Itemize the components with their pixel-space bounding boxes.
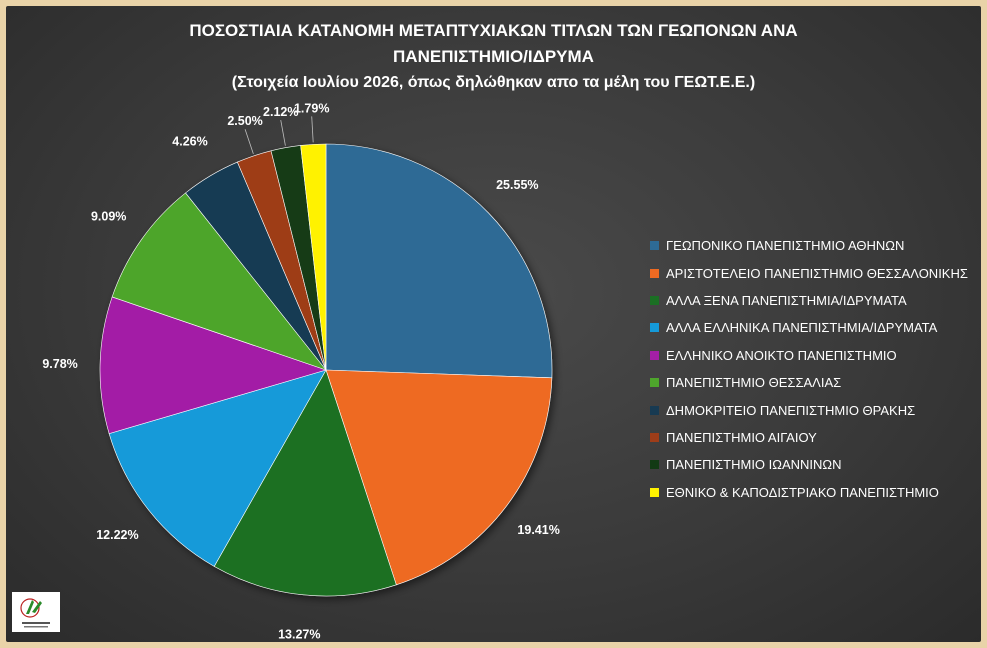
legend-label: ΕΛΛΗΝΙΚΟ ΑΝΟΙΚΤΟ ΠΑΝΕΠΙΣΤΗΜΙΟ — [666, 347, 897, 363]
slice-data-label: 2.12% — [263, 105, 298, 119]
legend-swatch — [650, 460, 659, 470]
label-leader-line — [244, 129, 254, 155]
chart-legend: ΓΕΩΠΟΝΙΚΟ ΠΑΝΕΠΙΣΤΗΜΙΟ ΑΘΗΝΩΝ ΑΡΙΣΤΟΤΕΛΕΙ… — [650, 232, 968, 506]
legend-entry: ΠΑΝΕΠΙΣΤΗΜΙΟ ΙΩΑΝΝΙΝΩΝ — [650, 451, 968, 478]
legend-swatch — [650, 378, 659, 388]
slice-data-label: 25.55% — [496, 178, 538, 192]
legend-entry: ΕΛΛΗΝΙΚΟ ΑΝΟΙΚΤΟ ΠΑΝΕΠΙΣΤΗΜΙΟ — [650, 342, 968, 369]
slice-data-label: 13.27% — [278, 628, 320, 642]
legend-label: ΠΑΝΕΠΙΣΤΗΜΙΟ ΑΙΓΑΙΟΥ — [666, 429, 817, 445]
legend-label: ΠΑΝΕΠΙΣΤΗΜΙΟ ΘΕΣΣΑΛΙΑΣ — [666, 375, 842, 391]
chart-title: ΠΟΣΟΣΤΙΑΙΑ ΚΑΤΑΝΟΜΗ ΜΕΤΑΠΤΥΧΙΑΚΩΝ ΤΙΤΛΩΝ… — [189, 21, 798, 40]
slice-data-label: 12.22% — [96, 528, 138, 542]
legend-swatch — [650, 241, 659, 251]
legend-label: ΠΑΝΕΠΙΣΤΗΜΙΟ ΙΩΑΝΝΙΝΩΝ — [666, 457, 842, 473]
legend-entry: ΓΕΩΠΟΝΙΚΟ ΠΑΝΕΠΙΣΤΗΜΙΟ ΑΘΗΝΩΝ — [650, 232, 968, 259]
legend-entry: ΕΘΝΙΚΟ & ΚΑΠΟΔΙΣΤΡΙΑΚΟ ΠΑΝΕΠΙΣΤΗΜΙΟ — [650, 479, 968, 506]
legend-label: ΑΡΙΣΤΟΤΕΛΕΙΟ ΠΑΝΕΠΙΣΤΗΜΙΟ ΘΕΣΣΑΛΟΝΙΚΗΣ — [666, 265, 968, 281]
pie-slice — [111, 192, 327, 371]
legend-swatch — [650, 405, 659, 415]
legend-entry: ΠΑΝΕΠΙΣΤΗΜΙΟ ΘΕΣΣΑΛΙΑΣ — [650, 369, 968, 396]
pie-slice — [213, 369, 397, 597]
chart-title-line2: ΠΑΝΕΠΙΣΤΗΜΙΟ/ΙΔΡΥΜΑ — [393, 47, 594, 66]
chart-subtitle: (Στοιχεία Ιουλίου 2026, όπως δηλώθηκαν α… — [231, 74, 756, 91]
geotee-logo-icon — [12, 592, 60, 632]
label-leader-line — [311, 116, 314, 143]
pie-slice — [108, 369, 327, 567]
legend-entry: ΑΛΛΑ ΞΕΝΑ ΠΑΝΕΠΙΣΤΗΜΙΑ/ΙΔΡΥΜΑΤΑ — [650, 287, 968, 314]
legend-label: ΑΛΛΑ ΞΕΝΑ ΠΑΝΕΠΙΣΤΗΜΙΑ/ΙΔΡΥΜΑΤΑ — [666, 292, 907, 308]
label-leader-line — [280, 119, 286, 146]
legend-label: ΕΘΝΙΚΟ & ΚΑΠΟΔΙΣΤΡΙΑΚΟ ΠΑΝΕΠΙΣΤΗΜΙΟ — [666, 484, 939, 500]
pie-slice — [99, 296, 327, 435]
legend-swatch — [650, 295, 659, 305]
chart-title-block: ΠΟΣΟΣΤΙΑΙΑ ΚΑΤΑΝΟΜΗ ΜΕΤΑΠΤΥΧΙΑΚΩΝ ΤΙΤΛΩΝ… — [6, 18, 981, 96]
slice-data-label: 1.79% — [294, 101, 329, 115]
legend-entry: ΔΗΜΟΚΡΙΤΕΙΟ ΠΑΝΕΠΙΣΤΗΜΙΟ ΘΡΑΚΗΣ — [650, 396, 968, 423]
legend-label: ΔΗΜΟΚΡΙΤΕΙΟ ΠΑΝΕΠΙΣΤΗΜΙΟ ΘΡΑΚΗΣ — [666, 402, 916, 418]
legend-entry: ΠΑΝΕΠΙΣΤΗΜΙΟ ΑΙΓΑΙΟΥ — [650, 424, 968, 451]
legend-label: ΑΛΛΑ ΕΛΛΗΝΙΚΑ ΠΑΝΕΠΙΣΤΗΜΙΑ/ΙΔΡΥΜΑΤΑ — [666, 320, 938, 336]
legend-swatch — [650, 350, 659, 360]
pie-slice — [325, 143, 553, 379]
legend-swatch — [650, 268, 659, 278]
slice-data-label: 4.26% — [172, 134, 207, 148]
slice-data-label: 9.09% — [91, 210, 126, 224]
slice-data-label: 9.78% — [42, 357, 77, 371]
legend-swatch — [650, 432, 659, 442]
legend-entry: ΑΡΙΣΤΟΤΕΛΕΙΟ ΠΑΝΕΠΙΣΤΗΜΙΟ ΘΕΣΣΑΛΟΝΙΚΗΣ — [650, 259, 968, 286]
legend-label: ΓΕΩΠΟΝΙΚΟ ΠΑΝΕΠΙΣΤΗΜΙΟ ΑΘΗΝΩΝ — [666, 238, 905, 254]
legend-swatch — [650, 487, 659, 497]
legend-swatch — [650, 323, 659, 333]
legend-entry: ΑΛΛΑ ΕΛΛΗΝΙΚΑ ΠΑΝΕΠΙΣΤΗΜΙΑ/ΙΔΡΥΜΑΤΑ — [650, 314, 968, 341]
slice-data-label: 2.50% — [227, 114, 262, 128]
slice-data-label: 19.41% — [517, 523, 559, 537]
pie-slice — [325, 369, 553, 586]
pie-slice — [300, 143, 327, 371]
